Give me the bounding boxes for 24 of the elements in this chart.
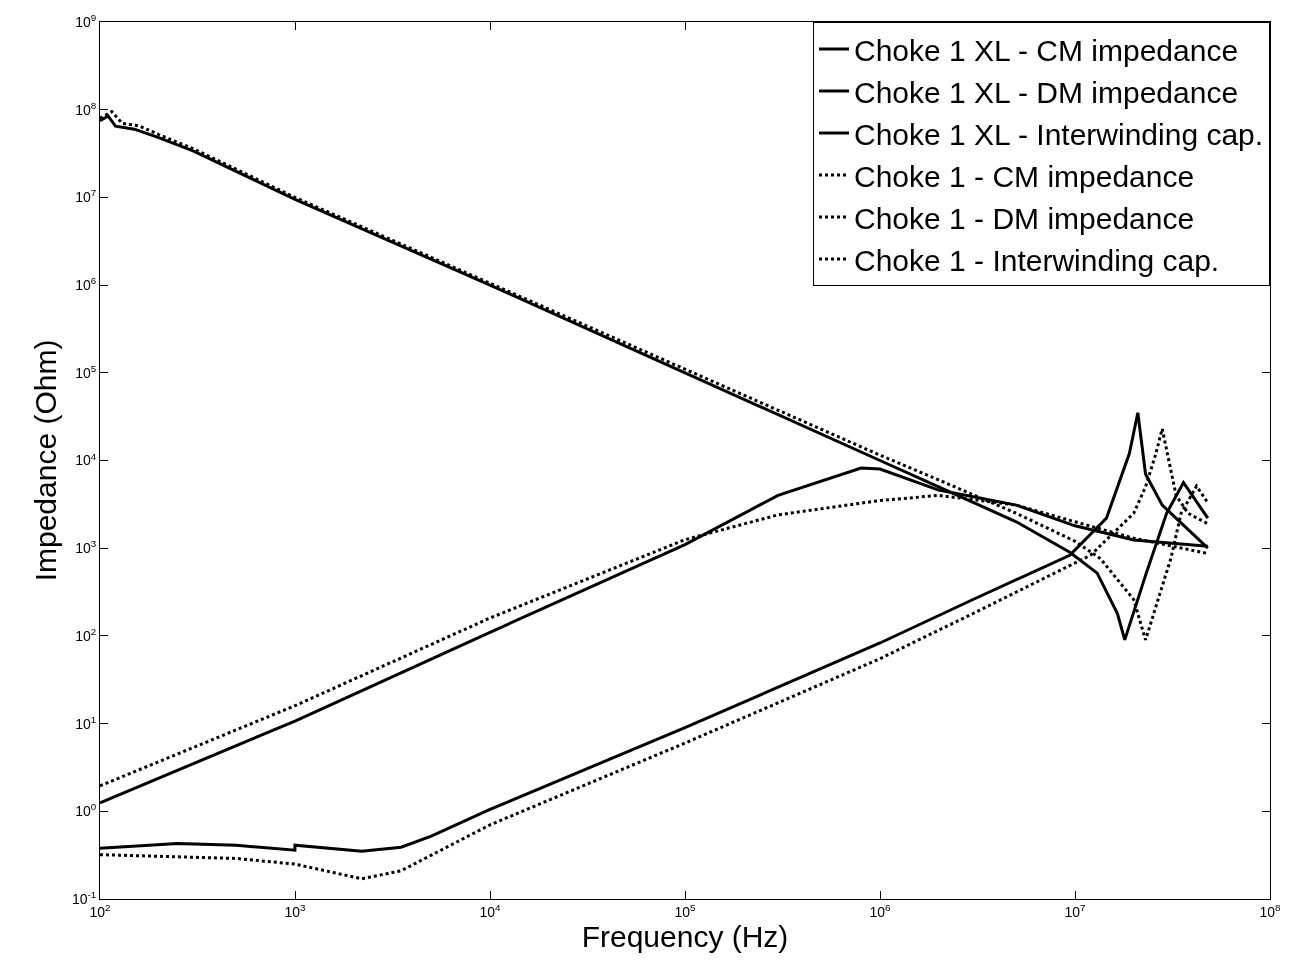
x-tick-label: 10$^{5}$ — [674, 901, 697, 920]
x-tick-label: 10$^{4}$ — [479, 901, 502, 920]
y-tick-label: 10$^{1}$ — [75, 713, 97, 732]
x-tick-label: 10$^{7}$ — [1064, 901, 1086, 920]
legend-label: Choke 1 XL - CM impedance — [854, 33, 1239, 67]
legend-label: Choke 1 XL - Interwinding cap. — [854, 117, 1264, 151]
legend-label: Choke 1 - CM impedance — [854, 159, 1195, 193]
y-tick-label: 10$^{8}$ — [75, 99, 97, 118]
y-tick-label: 10$^{6}$ — [75, 275, 97, 293]
x-tick-label: 10$^{6}$ — [869, 901, 892, 920]
legend-label: Choke 1 XL - DM impedance — [854, 75, 1239, 109]
y-tick-label: 10$^{4}$ — [75, 450, 97, 469]
y-tick-label: 10$^{9}$ — [75, 12, 97, 30]
y-tick-label: 10$^{2}$ — [75, 625, 97, 644]
y-tick-label: 10$^{3}$ — [75, 538, 97, 557]
x-axis-title: Frequency (Hz) — [581, 919, 789, 953]
y-tick-label: 10$^{7}$ — [75, 187, 97, 206]
legend-label: Choke 1 - Interwinding cap. — [854, 243, 1220, 277]
y-axis-title: Impedance (Ohm) — [28, 339, 62, 582]
y-tick-label: 10$^{5}$ — [75, 362, 97, 381]
x-tick-label: 10$^{3}$ — [284, 901, 307, 920]
y-tick-label: 10$^{0}$ — [75, 801, 97, 820]
legend-label: Choke 1 - DM impedance — [854, 201, 1195, 235]
x-tick-label: 10$^{8}$ — [1259, 901, 1282, 920]
